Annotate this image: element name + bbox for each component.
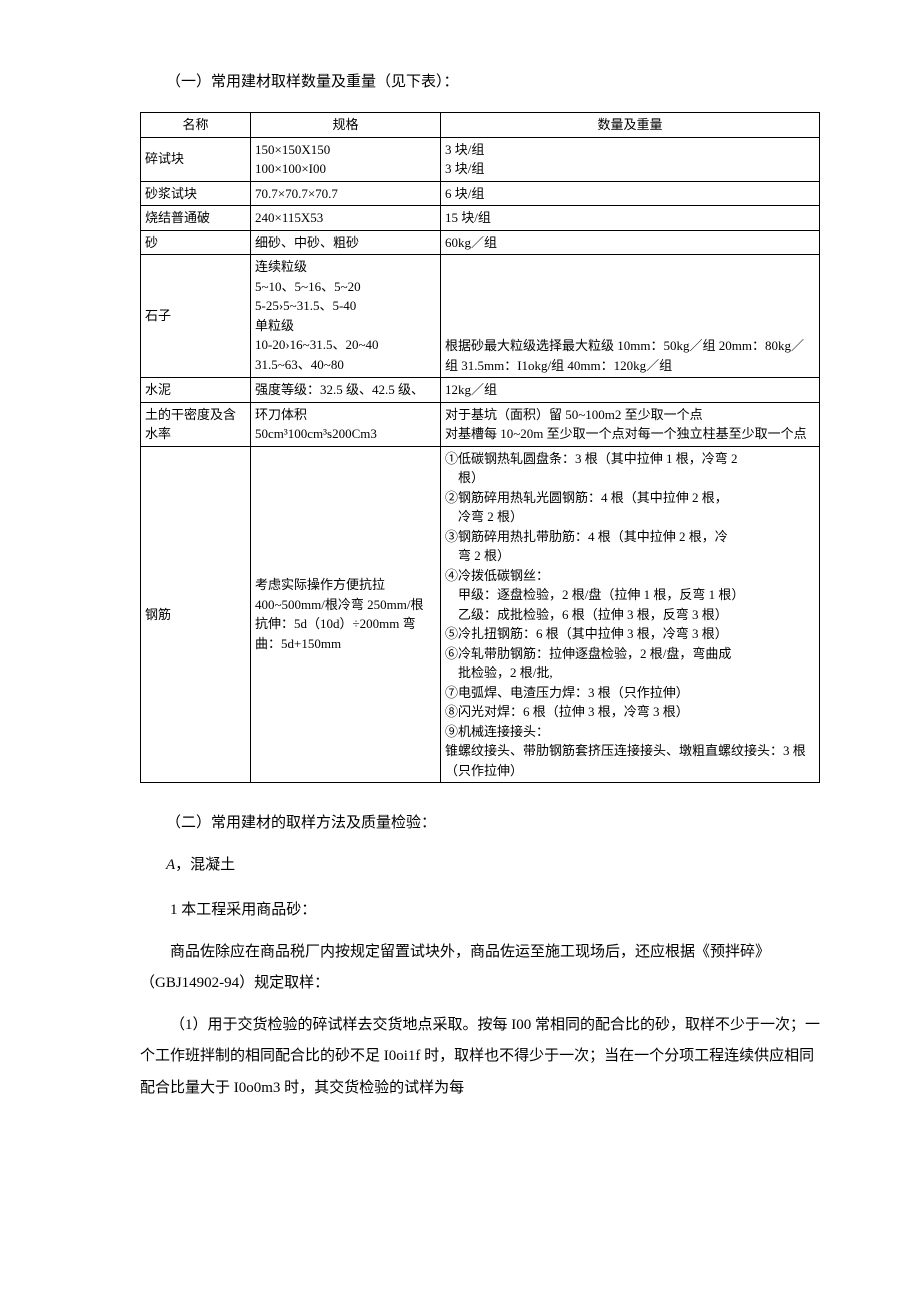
cell-name: 砂 (141, 230, 251, 255)
cell-name: 土的干密度及含水率 (141, 402, 251, 446)
materials-table: 名称 规格 数量及重量 碎试块150×150X150 100×100×I003 … (140, 112, 820, 783)
cell-spec: 240×115X53 (251, 206, 441, 231)
cell-qty: 15 块/组 (441, 206, 820, 231)
document-page: （一）常用建材取样数量及重量（见下表）： 名称 规格 数量及重量 碎试块150×… (0, 0, 920, 1174)
section-a-text: ，混凝土 (175, 857, 235, 873)
cell-spec: 强度等级：32.5 级、42.5 级、 (251, 378, 441, 403)
cell-spec: 70.7×70.7×70.7 (251, 181, 441, 206)
cell-qty: ①低碳钢热轧圆盘条：3 根（其中拉伸 1 根，冷弯 2 根）②钢筋碎用热轧光圆钢… (441, 446, 820, 783)
table-row: 石子连续粒级 5~10、5~16、5~20 5-25›5~31.5、5-40 单… (141, 255, 820, 378)
section-a-letter: A (166, 857, 175, 873)
cell-name: 烧结普通破 (141, 206, 251, 231)
col-header-name: 名称 (141, 113, 251, 138)
cell-spec: 连续粒级 5~10、5~16、5~20 5-25›5~31.5、5-40 单粒级… (251, 255, 441, 378)
cell-name: 钢筋 (141, 446, 251, 783)
heading-2: （二）常用建材的取样方法及质量检验： (166, 811, 820, 835)
paragraph-1: 1 本工程采用商品砂： (140, 895, 820, 927)
table-row: 钢筋考虑实际操作方便抗拉 400~500mm/根冷弯 250mm/根抗伸：5d（… (141, 446, 820, 783)
cell-name: 砂浆试块 (141, 181, 251, 206)
paragraph-2: 商品佐除应在商品税厂内按规定留置试块外，商品佐运至施工现场后，还应根据《预拌碎》… (140, 937, 820, 1000)
col-header-qty: 数量及重量 (441, 113, 820, 138)
cell-qty: 对于基坑（面积）留 50~100m2 至少取一个点 对基槽每 10~20m 至少… (441, 402, 820, 446)
cell-qty: 12kg／组 (441, 378, 820, 403)
cell-qty: 6 块/组 (441, 181, 820, 206)
cell-spec: 细砂、中砂、粗砂 (251, 230, 441, 255)
cell-name: 石子 (141, 255, 251, 378)
heading-1: （一）常用建材取样数量及重量（见下表）： (166, 70, 820, 94)
cell-spec: 150×150X150 100×100×I00 (251, 137, 441, 181)
table-row: 水泥强度等级：32.5 级、42.5 级、12kg／组 (141, 378, 820, 403)
table-row: 土的干密度及含水率环刀体积 50cm³100cm³s200Cm3对于基坑（面积）… (141, 402, 820, 446)
table-row: 砂浆试块70.7×70.7×70.76 块/组 (141, 181, 820, 206)
section-a-label: A，混凝土 (166, 853, 820, 877)
table-row: 碎试块150×150X150 100×100×I003 块/组 3 块/组 (141, 137, 820, 181)
cell-name: 水泥 (141, 378, 251, 403)
cell-spec: 考虑实际操作方便抗拉 400~500mm/根冷弯 250mm/根抗伸：5d（10… (251, 446, 441, 783)
table-row: 砂细砂、中砂、粗砂60kg／组 (141, 230, 820, 255)
cell-qty: 根据砂最大粒级选择最大粒级 10mm：50kg／组 20mm：80kg／组 31… (441, 255, 820, 378)
table-header-row: 名称 规格 数量及重量 (141, 113, 820, 138)
cell-qty: 3 块/组 3 块/组 (441, 137, 820, 181)
cell-spec: 环刀体积 50cm³100cm³s200Cm3 (251, 402, 441, 446)
paragraph-3: （1）用于交货检验的碎试样去交货地点采取。按每 I00 常相同的配合比的砂，取样… (140, 1010, 820, 1105)
cell-name: 碎试块 (141, 137, 251, 181)
col-header-spec: 规格 (251, 113, 441, 138)
cell-qty: 60kg／组 (441, 230, 820, 255)
table-row: 烧结普通破240×115X5315 块/组 (141, 206, 820, 231)
